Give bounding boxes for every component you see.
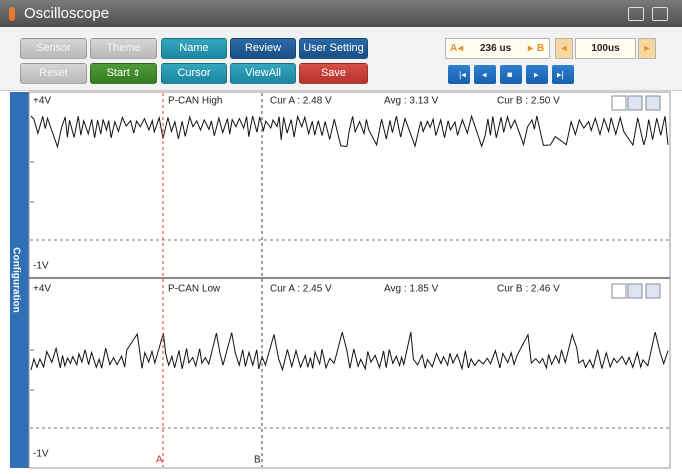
media-button[interactable]	[474, 65, 496, 84]
time-increase[interactable]: ▸	[638, 38, 656, 59]
svg-text:▸|: ▸|	[557, 69, 564, 79]
button[interactable]: Name	[161, 38, 227, 59]
button[interactable]: Sensor	[20, 38, 87, 59]
average-value: Avg : 3.13 V	[384, 96, 439, 107]
scale-top: +4V	[33, 284, 51, 295]
waveform	[30, 331, 669, 372]
sidebar[interactable]	[10, 92, 29, 468]
svg-text:■: ■	[507, 69, 512, 79]
button[interactable]: ViewAll	[230, 63, 296, 84]
average-value: Avg : 1.85 V	[384, 284, 439, 295]
media-button[interactable]	[500, 65, 522, 84]
media-button[interactable]	[526, 65, 548, 84]
button[interactable]: Cursor	[161, 63, 227, 84]
sidebar-label: Configuration	[10, 247, 21, 313]
title-bar: Oscilloscope	[0, 0, 682, 27]
window-icon[interactable]	[652, 7, 668, 21]
media-button[interactable]	[448, 65, 470, 84]
panel-control	[645, 95, 661, 111]
scale-top: +4V	[33, 96, 51, 107]
cursor-a-value: Cur A : 2.48 V	[270, 96, 332, 107]
cursor-delta: 236 us	[480, 43, 512, 54]
cursor-a-value: Cur A : 2.45 V	[270, 284, 332, 295]
cursor-a-marker: A	[156, 455, 163, 466]
button[interactable]: Start ⇕	[90, 63, 157, 84]
time-div: 100us	[575, 38, 636, 59]
button-label: Start	[106, 67, 130, 79]
scale-bottom: -1V	[33, 261, 49, 272]
channel-name: P-CAN Low	[168, 284, 221, 295]
cursor-b-label: B	[537, 43, 545, 54]
channel-name: P-CAN High	[168, 96, 222, 107]
waveform	[30, 114, 669, 149]
scale-bottom: -1V	[33, 449, 49, 460]
cursor-b-value: Cur B : 2.46 V	[497, 284, 560, 295]
svg-text:▸: ▸	[534, 69, 539, 79]
button[interactable]: User Setting	[299, 38, 368, 59]
plot-area	[28, 91, 671, 469]
cursor-b-marker: B	[254, 455, 261, 466]
button[interactable]: Review	[230, 38, 296, 59]
button[interactable]: Theme	[90, 38, 157, 59]
panel-control	[627, 95, 643, 111]
panel-control	[645, 283, 661, 299]
svg-text:|◂: |◂	[459, 69, 466, 79]
cursor-a-label: A	[450, 43, 458, 54]
button[interactable]: Save	[299, 63, 368, 84]
cursor-box: A ◂ 236 us ▸ B	[445, 38, 550, 59]
cursor-b-value: Cur B : 2.50 V	[497, 96, 560, 107]
svg-text:◂: ◂	[482, 69, 487, 79]
window-icon[interactable]	[628, 7, 644, 21]
button[interactable]: Reset	[20, 63, 87, 84]
time-decrease[interactable]: ◂	[555, 38, 573, 59]
panel-control	[611, 95, 627, 111]
media-button[interactable]	[552, 65, 574, 84]
app-icon	[9, 7, 15, 21]
window-title: Oscilloscope	[24, 5, 110, 22]
panel-control	[611, 283, 627, 299]
panel-control	[627, 283, 643, 299]
